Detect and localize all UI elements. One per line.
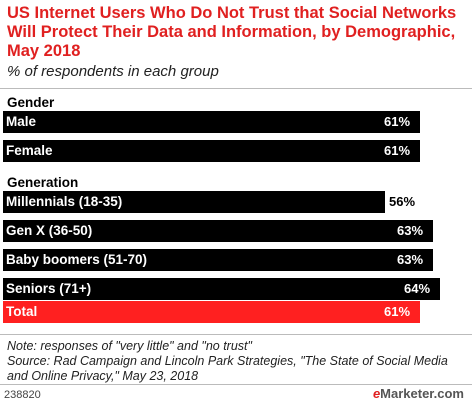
bar — [3, 111, 420, 133]
data-label: 61% — [384, 114, 411, 129]
bar-label: Total — [6, 304, 38, 319]
data-label: 64% — [404, 281, 431, 296]
data-label: 61% — [384, 304, 411, 319]
emarketer-logo[interactable]: eMarketer.com — [373, 386, 464, 401]
bar — [3, 249, 433, 271]
logo-prefix: e — [372, 386, 381, 401]
bar-label: Gen X (36-50) — [6, 223, 93, 238]
bar — [3, 278, 440, 300]
chart-id: 238820 — [4, 389, 41, 401]
bar-label: Baby boomers (51-70) — [6, 252, 148, 267]
bar — [3, 301, 420, 323]
bar-label: Female — [6, 143, 53, 158]
bar — [3, 220, 433, 242]
data-label: 56% — [389, 194, 416, 209]
note-text: Note: responses of "very little" and "no… — [7, 339, 252, 353]
data-label: 63% — [397, 252, 424, 267]
bar — [3, 191, 385, 213]
footer-divider — [0, 384, 472, 385]
data-label: 61% — [384, 143, 411, 158]
logo-suffix: Marketer.com — [380, 386, 464, 401]
bottom-divider — [0, 334, 472, 335]
source-text: Source: Rad Campaign and Lincoln Park St… — [7, 354, 448, 383]
bar-label: Millennials (18-35) — [6, 194, 123, 209]
bar — [3, 140, 420, 162]
group-label: Generation — [7, 175, 79, 190]
top-divider — [0, 88, 472, 89]
bar-label: Seniors (71+) — [6, 281, 92, 296]
chart-subtitle: % of respondents in each group — [7, 63, 219, 80]
group-label: Gender — [7, 95, 55, 110]
bar-label: Male — [6, 114, 37, 129]
chart-notes: Note: responses of "very little" and "no… — [7, 339, 469, 384]
data-label: 63% — [397, 223, 424, 238]
chart-title: US Internet Users Who Do Not Trust that … — [7, 4, 457, 60]
